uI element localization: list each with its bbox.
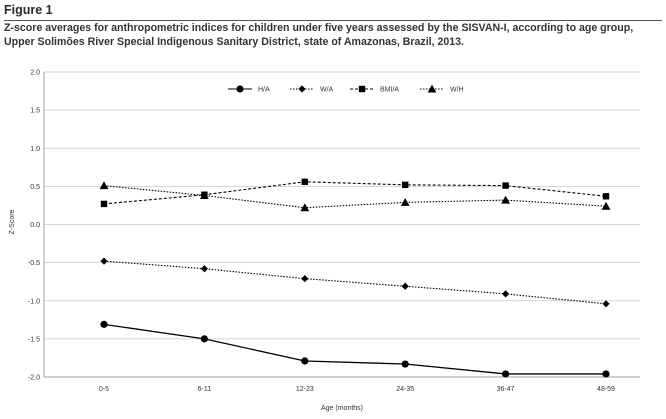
data-point-bmi-a: [502, 182, 509, 189]
data-point-w-a: [602, 300, 610, 308]
series-w-a: [100, 257, 610, 308]
x-tick-label: 0-5: [99, 386, 109, 393]
x-tick-label: 12-23: [296, 386, 314, 393]
legend-label-h-a: H/A: [258, 87, 270, 94]
y-tick-label: 0.5: [30, 184, 40, 191]
data-point-bmi-a: [402, 181, 409, 189]
x-tick-label: 48-59: [597, 386, 615, 393]
data-point-w-h: [200, 191, 209, 200]
figure-label: Figure 1: [4, 3, 53, 17]
figure-caption: Z-score averages for anthropometric indi…: [4, 22, 634, 48]
data-point-w-a: [100, 257, 108, 265]
legend-marker-w-a: [298, 85, 306, 93]
legend-marker-w-h: [427, 84, 437, 93]
y-tick-label: 1.0: [30, 146, 40, 153]
data-point-h-a: [100, 320, 108, 328]
x-tick-label: 36-47: [497, 386, 515, 393]
series-w-h: [99, 181, 611, 212]
series-h-a: [100, 320, 610, 378]
y-tick-label: 0.0: [30, 222, 40, 229]
data-point-h-a: [502, 370, 510, 378]
legend-item-w-h: W/H: [420, 84, 464, 94]
series-line-w-h: [103, 185, 607, 209]
y-tick-label: -2.0: [28, 375, 40, 382]
legend-marker-bmi-a: [358, 85, 366, 93]
data-point-w-a: [502, 290, 510, 298]
data-point-h-a: [602, 370, 610, 378]
figure-divider: [4, 20, 662, 21]
data-point-w-a: [200, 265, 208, 273]
y-tick-label: -1.5: [28, 336, 40, 343]
y-tick-label: 1.5: [30, 108, 40, 115]
data-point-w-h: [501, 195, 510, 204]
data-point-w-a: [301, 275, 309, 283]
data-point-bmi-a: [301, 178, 308, 185]
y-tick-label: 2.0: [30, 70, 40, 77]
series-line-bmi-a: [103, 181, 607, 205]
legend-item-h-a: H/A: [228, 85, 270, 94]
legend-label-w-a: W/A: [320, 87, 334, 94]
data-point-bmi-a: [100, 200, 108, 208]
legend-label-bmi-a: BMI/A: [380, 87, 399, 94]
data-point-w-h: [300, 203, 310, 212]
data-point-bmi-a: [602, 193, 610, 200]
series-line-w-a: [103, 260, 607, 305]
data-point-w-h: [99, 181, 109, 190]
legend-item-bmi-a: BMI/A: [350, 85, 399, 94]
data-point-h-a: [301, 357, 309, 365]
series-line-h-a: [103, 323, 606, 375]
data-point-h-a: [200, 335, 208, 343]
x-tick-label: 6-11: [198, 386, 212, 393]
data-point-h-a: [401, 360, 409, 368]
data-point-w-h: [400, 197, 410, 206]
data-point-w-a: [401, 282, 409, 290]
y-axis-title: Z-Score: [9, 209, 16, 234]
legend-label-w-h: W/H: [450, 87, 464, 94]
data-point-w-h: [601, 201, 611, 210]
legend-marker-h-a: [236, 85, 244, 93]
y-tick-label: -1.0: [28, 298, 40, 305]
legend-item-w-a: W/A: [290, 85, 334, 94]
y-tick-label: -0.5: [28, 260, 40, 267]
x-tick-label: 24-35: [396, 386, 414, 393]
x-axis-title: Age (months): [321, 405, 363, 412]
